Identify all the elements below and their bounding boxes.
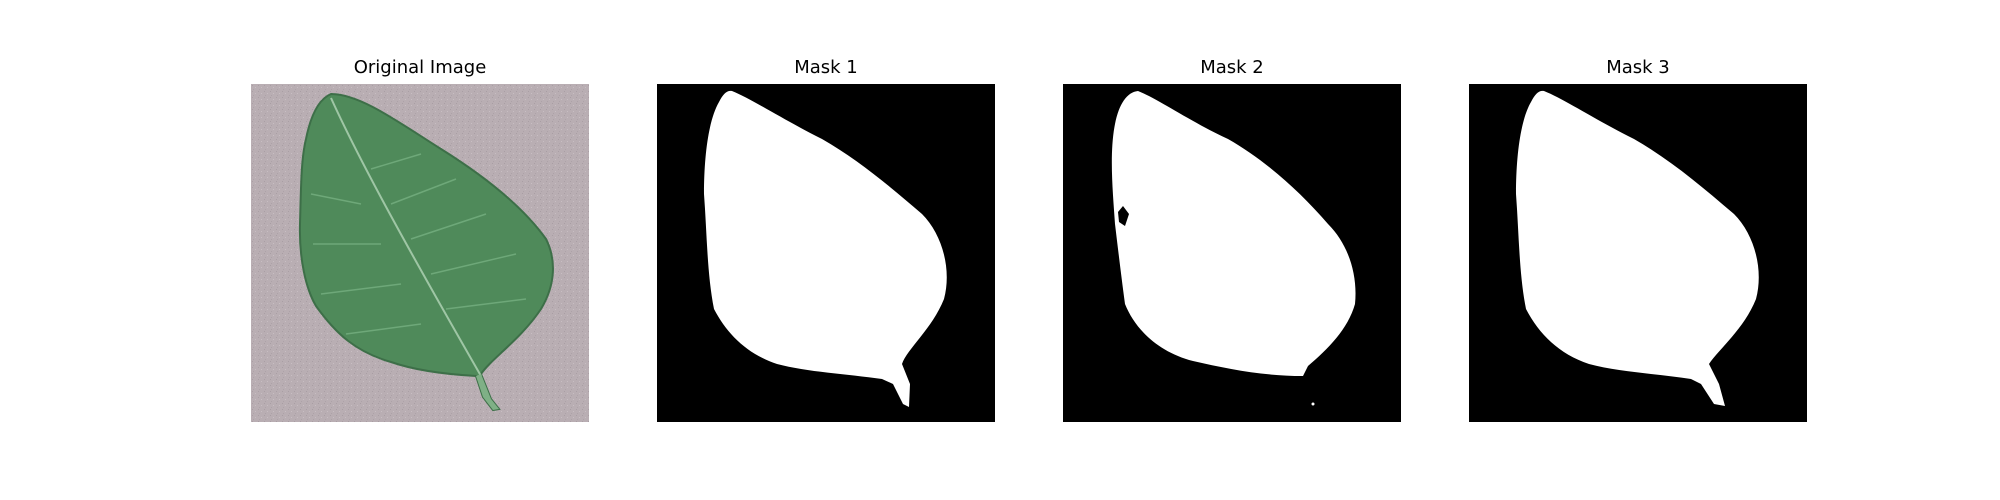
- mask-1-image: [657, 84, 995, 422]
- leaf-midrib: [330, 97, 482, 377]
- panel-title-original-image: Original Image: [353, 57, 487, 78]
- mask-3-image: [1469, 84, 1807, 422]
- mask-leaf-region: [1111, 91, 1356, 376]
- mask-leaf-region: [704, 90, 947, 407]
- leaf-stem: [476, 374, 499, 410]
- panel-title-mask-2: Mask 2: [1200, 57, 1264, 78]
- mask-leaf-region: [1516, 90, 1759, 406]
- panel-mask-3: [1469, 84, 1807, 422]
- panel-title-mask-1: Mask 1: [794, 57, 858, 78]
- panel-mask-1: [657, 84, 995, 422]
- mask-noise-speck: [1311, 402, 1315, 406]
- panel-title-mask-3: Mask 3: [1606, 57, 1670, 78]
- mask-2-image: [1063, 84, 1401, 422]
- mask-noise-hole: [1118, 206, 1129, 226]
- panel-mask-2: [1063, 84, 1401, 422]
- original-image-leaf-photo: [251, 84, 589, 422]
- leaf-veins: [310, 153, 527, 335]
- panel-original-image: [251, 84, 589, 422]
